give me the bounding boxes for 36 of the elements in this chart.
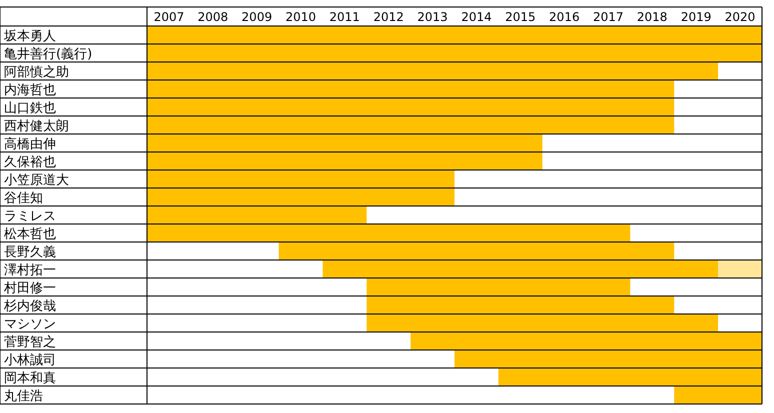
x-tick-label: 2017 — [592, 10, 624, 24]
y-tick-label: 亀井善行(義行) — [4, 46, 92, 62]
x-tick-label: 2014 — [461, 10, 492, 24]
x-tick-label: 2011 — [329, 10, 360, 24]
x-tick-label: 2013 — [417, 10, 448, 24]
x-tick-label: 2009 — [242, 10, 272, 24]
y-tick-label: 澤村拓一 — [4, 263, 56, 278]
y-tick-label: 久保裕也 — [4, 155, 56, 170]
y-tick-label: 丸佳浩 — [4, 389, 43, 404]
y-tick-label: 坂本勇人 — [3, 29, 56, 44]
x-tick-label: 2018 — [636, 10, 668, 24]
y-tick-label: 松本哲也 — [4, 227, 56, 242]
y-tick-label: 内海哲也 — [4, 83, 56, 98]
y-tick-label: 阿部慎之助 — [4, 65, 69, 80]
x-tick-label: 2020 — [724, 10, 756, 24]
x-tick-label: 2008 — [198, 10, 228, 24]
y-tick-label: 山口鉄也 — [4, 101, 56, 116]
y-tick-label: 西村健太朗 — [4, 118, 69, 134]
y-tick-label: 小笠原道大 — [4, 173, 69, 188]
x-tick-label: 2016 — [549, 10, 580, 24]
y-tick-label: ラミレス — [4, 209, 56, 224]
y-tick-label: 谷佳知 — [4, 191, 43, 206]
x-tick-label: 2010 — [285, 10, 316, 24]
y-tick-label: 高橋由伸 — [4, 136, 56, 152]
y-tick-label: 杉内俊哉 — [3, 299, 56, 314]
x-tick-label: 2007 — [154, 10, 184, 24]
y-tick-label: 村田修一 — [3, 281, 56, 296]
y-tick-label: 小林誠司 — [4, 353, 56, 368]
x-tick-label: 2015 — [505, 10, 536, 24]
y-tick-label: マシソン — [4, 317, 56, 332]
bar — [718, 260, 762, 278]
x-tick-label: 2019 — [680, 10, 712, 24]
y-tick-label: 岡本和真 — [4, 371, 56, 386]
y-tick-label: 長野久義 — [4, 245, 56, 260]
y-tick-label: 菅野智之 — [4, 335, 56, 350]
x-tick-label: 2012 — [373, 10, 404, 24]
